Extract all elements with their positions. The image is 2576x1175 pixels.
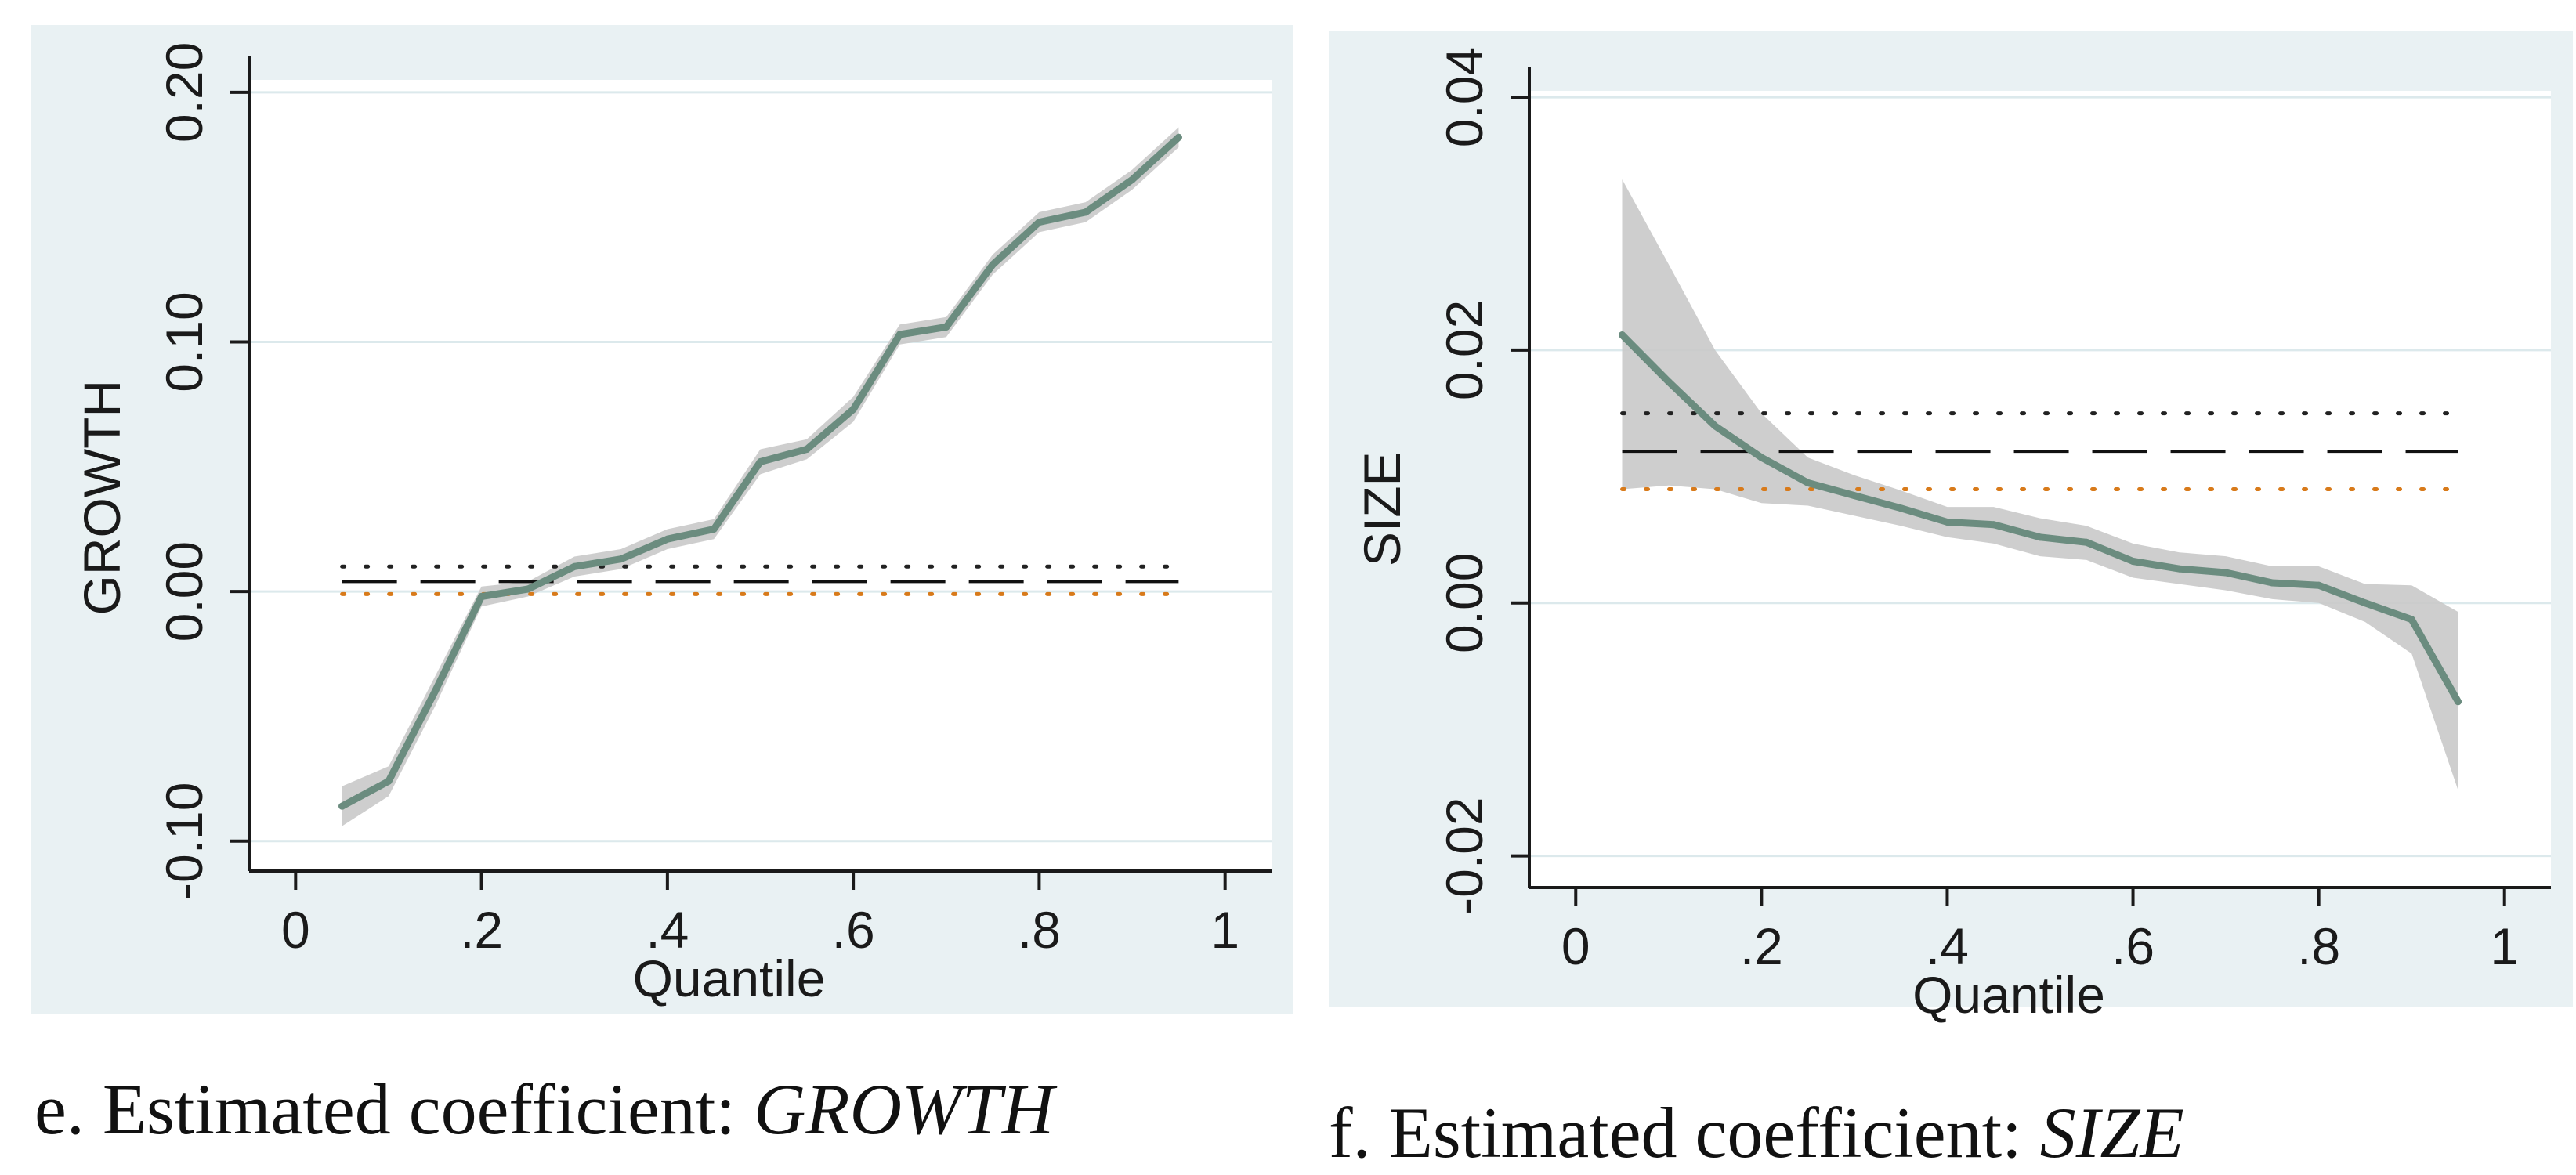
chart-size: -0.02 0.00 0.02 0.04 0 .2 .4 .6 .8 1 Quantile SIZE [1353, 47, 2551, 1024]
y-tick-label: -0.10 [155, 783, 213, 900]
data-point [1128, 175, 1136, 183]
data-point [1174, 133, 1182, 141]
caption-growth-variable: GROWTH [753, 1069, 1055, 1149]
data-point [2454, 698, 2462, 706]
data-point [1035, 219, 1043, 226]
data-point [1619, 331, 1626, 339]
confidence-band [1622, 179, 2458, 790]
data-point [1851, 492, 1858, 500]
data-point [2036, 533, 2044, 541]
data-point [1082, 208, 1090, 216]
data-point [1757, 454, 1765, 461]
x-tick-label: 0 [281, 901, 310, 959]
data-point [524, 585, 532, 593]
data-point [2361, 599, 2369, 607]
caption-size-prefix: f. Estimated coefficient: [1329, 1093, 2040, 1173]
data-point [1943, 518, 1951, 526]
data-point [664, 535, 671, 543]
data-point [2082, 538, 2090, 546]
x-tick-label: .8 [2297, 917, 2340, 975]
data-point [1804, 479, 1812, 486]
confidence-band [342, 127, 1179, 826]
data-point [1711, 422, 1719, 430]
data-point [1990, 521, 1998, 529]
x-axis-title: Quantile [633, 949, 826, 1007]
y-tick-label: -0.02 [1435, 797, 1493, 914]
plot-area [249, 80, 1272, 871]
data-point [2129, 558, 2137, 566]
data-point [2408, 616, 2415, 624]
data-point [2315, 581, 2323, 589]
y-tick-label: 0.00 [1435, 553, 1493, 653]
chart-panel-size: -0.02 0.00 0.02 0.04 0 .2 .4 .6 .8 1 Quantile SIZE [1329, 31, 2573, 1024]
chart-panel-growth: -0.10 0.00 0.10 0.20 0 .2 .4 .6 .8 1 Quantile GROWT… [31, 25, 1293, 1014]
data-point [617, 555, 625, 563]
data-point [1665, 378, 1673, 385]
data-point [431, 688, 439, 696]
data-point [849, 406, 857, 414]
x-axis-title: Quantile [1912, 966, 2105, 1024]
y-tick-label: 0.00 [155, 541, 213, 642]
x-tick-label: .4 [1926, 917, 1969, 975]
data-point [757, 457, 764, 465]
caption-size: f. Estimated coefficient: SIZE [1329, 1097, 2184, 1169]
data-point [710, 526, 718, 533]
data-point [338, 802, 346, 810]
data-point [1897, 504, 1905, 512]
data-point [2268, 579, 2276, 587]
chart-growth: -0.10 0.00 0.10 0.20 0 .2 .4 .6 .8 1 Quantile GROWT… [73, 42, 1272, 1007]
y-tick-label: 0.04 [1435, 47, 1493, 147]
data-point [2176, 565, 2183, 573]
data-point [385, 777, 393, 785]
plot-area [1529, 91, 2551, 888]
x-tick-label: .2 [1740, 917, 1783, 975]
data-point [2222, 569, 2230, 577]
y-axis-title: SIZE [1353, 451, 1411, 566]
x-tick-label: 0 [1561, 917, 1590, 975]
data-point [989, 261, 997, 269]
data-point [942, 323, 950, 331]
x-tick-label: 1 [2490, 917, 2519, 975]
y-tick-label: 0.20 [155, 42, 213, 143]
data-point [478, 593, 486, 601]
data-point [895, 331, 903, 338]
data-point [570, 562, 578, 570]
x-tick-label: 1 [1210, 901, 1239, 959]
caption-growth-prefix: e. Estimated coefficient: [34, 1069, 754, 1149]
caption-growth: e. Estimated coefficient: GROWTH [34, 1073, 1054, 1145]
x-tick-label: .2 [460, 901, 503, 959]
x-tick-label: .6 [832, 901, 875, 959]
y-tick-label: 0.02 [1435, 300, 1493, 400]
x-tick-label: .8 [1018, 901, 1061, 959]
x-tick-label: .6 [2111, 917, 2155, 975]
y-axis-title: GROWTH [73, 380, 131, 616]
data-point [803, 446, 811, 454]
caption-size-variable: SIZE [2039, 1093, 2184, 1173]
y-tick-label: 0.10 [155, 291, 213, 392]
x-tick-label: .4 [646, 901, 689, 959]
